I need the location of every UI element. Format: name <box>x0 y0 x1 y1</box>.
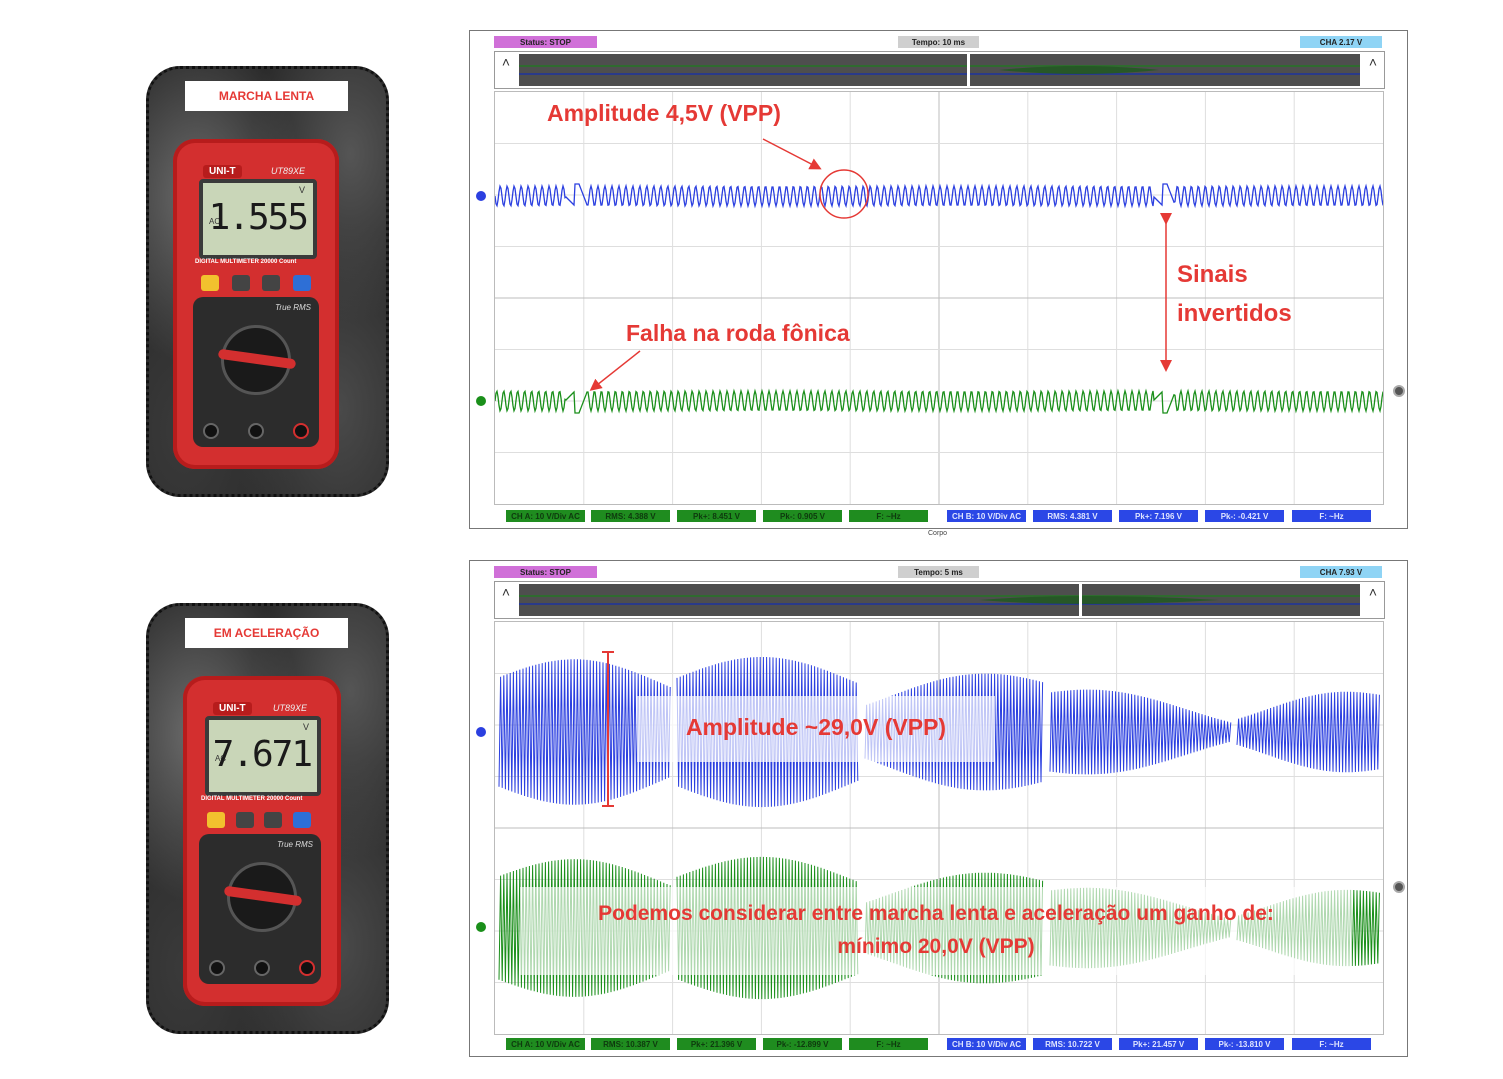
overview-navigator[interactable]: ˄ ˄ <box>494 51 1385 89</box>
channel-b-trace <box>494 388 1384 414</box>
status-badge: Status: STOP <box>494 566 597 578</box>
channel-a-measure: RMS: 4.388 V <box>591 510 670 522</box>
channel-b-marker[interactable] <box>476 396 486 406</box>
ganho-box: Podemos considerar entre marcha lenta e … <box>520 887 1352 975</box>
meter-strip: DIGITAL MULTIMETER 20000 Count <box>201 796 303 802</box>
time-base-badge: Tempo: 5 ms <box>898 566 979 578</box>
sinais-annotation-line2: invertidos <box>1177 300 1292 327</box>
meter-model: UT89XE <box>272 703 307 713</box>
channel-a-measure: F: ~Hz <box>849 510 928 522</box>
photo-label: EM ACELERAÇÃO <box>185 618 348 648</box>
channel-a-trace <box>494 183 1384 209</box>
channel-b-measure: CH B: 10 V/Div AC <box>947 510 1026 522</box>
channel-a-badge: CHA 7.93 V <box>1300 566 1382 578</box>
meter-model: UT89XE <box>270 166 305 176</box>
ganho-annotation-line2: mínimo 20,0V (VPP) <box>837 935 1035 958</box>
waveform-svg <box>494 92 1384 504</box>
sinais-annotation-line1: Sinais <box>1177 261 1248 288</box>
meter-strip: DIGITAL MULTIMETER 20000 Count <box>195 259 297 265</box>
channel-a-measure: F: ~Hz <box>849 1038 928 1050</box>
scroll-left-button[interactable]: ˄ <box>501 54 511 70</box>
channel-a-measure: RMS: 10.387 V <box>591 1038 670 1050</box>
channel-a-measure: Pk-: 0.905 V <box>763 510 842 522</box>
channel-a-measure: CH A: 10 V/Div AC <box>506 1038 585 1050</box>
photo-marcha-lenta: MARCHA LENTA UNI-T UT89XE V AC 1.555 DIG… <box>146 66 389 497</box>
channel-a-measure: Pk-: -12.899 V <box>763 1038 842 1050</box>
channel-a-badge: CHA 2.17 V <box>1300 36 1382 48</box>
amplitude-annotation: Amplitude ~29,0V (VPP) <box>685 714 947 740</box>
channel-a-measure: Pk+: 8.451 V <box>677 510 756 522</box>
channel-a-measure: Pk+: 21.396 V <box>677 1038 756 1050</box>
amplitude-box: Amplitude ~29,0V (VPP) <box>637 696 995 762</box>
trigger-marker[interactable] <box>1393 881 1405 893</box>
overview-track[interactable] <box>519 54 1360 86</box>
scroll-right-button[interactable]: ˄ <box>1368 584 1378 600</box>
channel-b-measure: CH B: 10 V/Div AC <box>947 1038 1026 1050</box>
time-base-badge: Tempo: 10 ms <box>898 36 979 48</box>
channel-b-measure: Pk-: -0.421 V <box>1205 510 1284 522</box>
meter-mode: AC <box>215 754 227 763</box>
ganho-annotation-line1: Podemos considerar entre marcha lenta e … <box>598 902 1274 925</box>
meter-unit: V <box>298 185 305 195</box>
photo-label: MARCHA LENTA <box>185 81 348 111</box>
channel-b-measure: Pk+: 21.457 V <box>1119 1038 1198 1050</box>
multimeter: UNI-T UT89XE V AC 1.555 DIGITAL MULTIMET… <box>173 139 339 469</box>
trigger-marker[interactable] <box>1393 385 1405 397</box>
meter-face: True RMS <box>193 297 319 447</box>
meter-brand: UNI-T <box>213 702 252 715</box>
meter-display: V AC 7.671 <box>205 716 321 796</box>
channel-b-marker[interactable] <box>476 922 486 932</box>
channel-b-measure: F: ~Hz <box>1292 510 1371 522</box>
meter-jacks <box>209 960 315 976</box>
meter-mode: AC <box>209 217 221 226</box>
overview-track[interactable] <box>519 584 1360 616</box>
true-rms-label: True RMS <box>277 840 313 849</box>
channel-b-measure: RMS: 4.381 V <box>1033 510 1112 522</box>
amplitude-bracket <box>602 651 614 807</box>
footer-label: Corpo <box>928 530 948 537</box>
rotary-dial <box>223 862 303 932</box>
channel-b-measure: Pk-: -13.810 V <box>1205 1038 1284 1050</box>
multimeter: UNI-T UT89XE V AC 7.671 DIGITAL MULTIMET… <box>183 676 341 1006</box>
waveform-plot[interactable] <box>494 91 1384 505</box>
overview-navigator[interactable]: ˄ ˄ <box>494 581 1385 619</box>
meter-keys <box>201 275 311 291</box>
falha-annotation: Falha na roda fônica <box>626 320 850 346</box>
amplitude-annotation: Amplitude 4,5V (VPP) <box>547 100 781 126</box>
meter-brand: UNI-T <box>203 165 242 178</box>
channel-b-measure: RMS: 10.722 V <box>1033 1038 1112 1050</box>
meter-reading: 7.671 <box>212 734 313 775</box>
channel-b-measure: Pk+: 7.196 V <box>1119 510 1198 522</box>
photo-em-aceleracao: EM ACELERAÇÃO UNI-T UT89XE V AC 7.671 DI… <box>146 603 389 1034</box>
channel-a-measure: CH A: 10 V/Div AC <box>506 510 585 522</box>
oscilloscope-panel-idle: Status: STOP Tempo: 10 ms CHA 2.17 V ˄ ˄… <box>469 30 1408 537</box>
scroll-left-button[interactable]: ˄ <box>501 584 511 600</box>
meter-jacks <box>203 423 309 439</box>
meter-keys <box>207 812 311 828</box>
meter-display: V AC 1.555 <box>199 179 317 259</box>
rotary-dial <box>217 325 297 395</box>
meter-reading: 1.555 <box>208 197 309 238</box>
channel-b-measure: F: ~Hz <box>1292 1038 1371 1050</box>
channel-a-marker[interactable] <box>476 191 486 201</box>
meter-unit: V <box>302 722 309 732</box>
channel-a-marker[interactable] <box>476 727 486 737</box>
scroll-right-button[interactable]: ˄ <box>1368 54 1378 70</box>
true-rms-label: True RMS <box>275 303 311 312</box>
meter-face: True RMS <box>199 834 321 984</box>
status-badge: Status: STOP <box>494 36 597 48</box>
